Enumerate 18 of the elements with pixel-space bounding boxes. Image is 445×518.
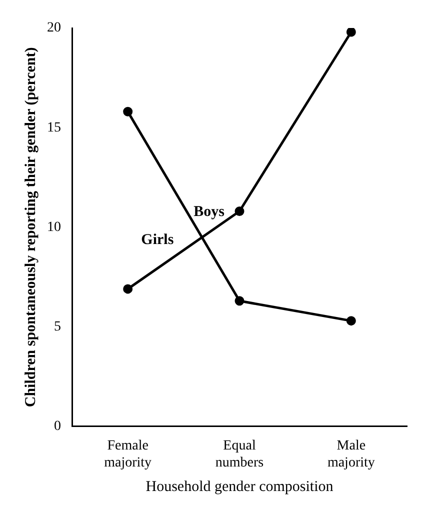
y-tick-label: 15	[47, 120, 61, 136]
x-tick-label: Equal numbers	[215, 438, 264, 470]
series-label: Girls	[141, 232, 174, 248]
x-axis-title: Household gender composition	[146, 478, 334, 495]
y-tick-label: 0	[54, 419, 61, 434]
series-label: Boys	[194, 204, 225, 220]
y-tick-label: 20	[47, 20, 61, 36]
x-tick-label: Female majority	[104, 438, 152, 470]
point	[346, 316, 356, 326]
point	[123, 284, 133, 294]
point	[234, 296, 244, 306]
y-tick-label: 10	[47, 220, 61, 235]
point	[123, 106, 133, 116]
y-tick-label: 5	[54, 319, 61, 334]
x-tick-label: Male majority	[327, 438, 375, 470]
y-axis-title: Children spontaneously reporting their gender (percent)	[22, 47, 39, 408]
point	[234, 206, 244, 216]
point	[346, 28, 356, 37]
